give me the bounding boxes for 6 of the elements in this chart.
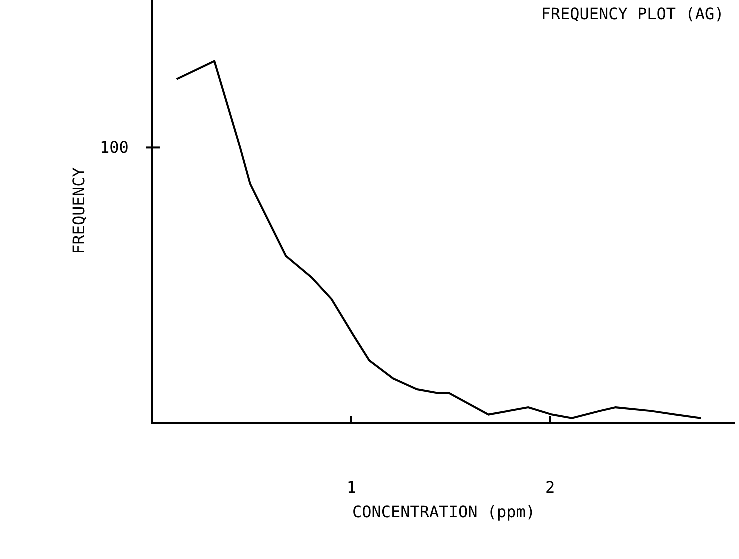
x-tick-label: 1 xyxy=(346,478,356,498)
x-axis-title: CONCENTRATION (ppm) xyxy=(352,502,536,522)
x-tick-label: 2 xyxy=(545,478,556,498)
chart-title: FREQUENCY PLOT (AG) xyxy=(541,4,724,24)
y-axis-title: FREQUENCY xyxy=(69,167,88,254)
text: 100 xyxy=(100,138,129,157)
